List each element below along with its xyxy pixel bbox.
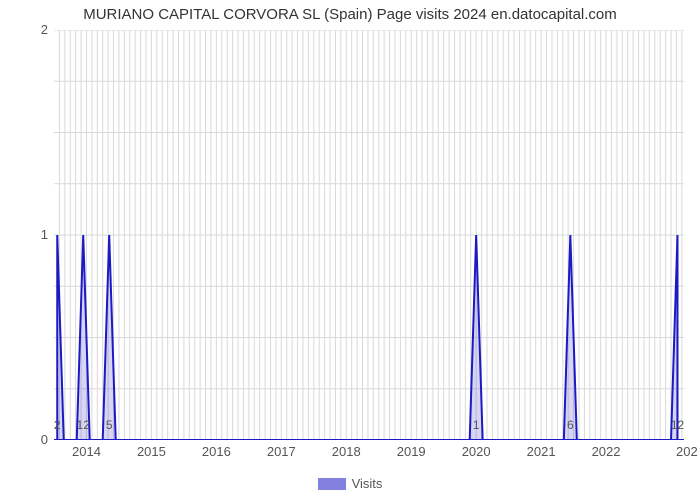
x-tick-label: 2018 (326, 444, 366, 459)
y-tick-label: 1 (41, 227, 48, 242)
x-tick-label: 2021 (521, 444, 561, 459)
spike-value-label: 12 (71, 418, 95, 432)
legend-swatch (318, 478, 346, 490)
x-tick-label: 2015 (131, 444, 171, 459)
legend: Visits (0, 475, 700, 491)
chart-title: MURIANO CAPITAL CORVORA SL (Spain) Page … (0, 6, 700, 23)
x-tick-label: 2022 (586, 444, 626, 459)
spike-value-label: 5 (97, 418, 121, 432)
chart-container: { "title": "MURIANO CAPITAL CORVORA SL (… (0, 0, 700, 500)
x-tick-label: 2017 (261, 444, 301, 459)
x-tick-label: 2016 (196, 444, 236, 459)
chart-area (54, 30, 684, 440)
legend-label: Visits (352, 476, 383, 491)
x-tick-label: 202 (676, 444, 698, 459)
spike-value-label: 12 (666, 418, 690, 432)
x-tick-label: 2019 (391, 444, 431, 459)
chart-svg (54, 30, 684, 440)
x-tick-label: 2014 (66, 444, 106, 459)
y-tick-label: 2 (41, 22, 48, 37)
x-tick-label: 2020 (456, 444, 496, 459)
spike-value-label: 1 (464, 418, 488, 432)
y-tick-label: 0 (41, 432, 48, 447)
spike-value-label: 6 (558, 418, 582, 432)
spike-value-label: 2 (45, 418, 69, 432)
